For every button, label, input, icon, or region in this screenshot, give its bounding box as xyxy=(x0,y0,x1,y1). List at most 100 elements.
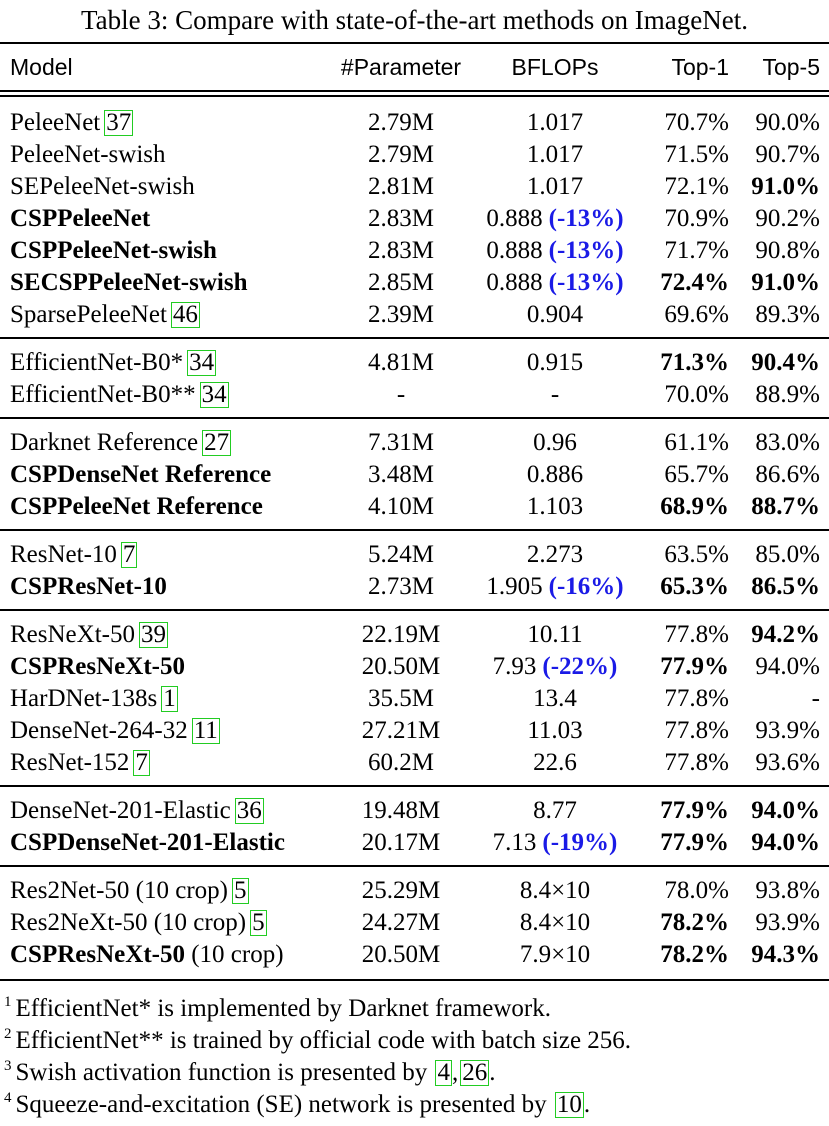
model-cell: SECSPPeleeNet-swish xyxy=(10,267,247,299)
top5-cell: 90.0% xyxy=(755,109,820,136)
params-cell: 5.24M xyxy=(368,541,434,568)
model-cell: CSPDenseNet-201-Elastic xyxy=(10,827,285,859)
footnote-text: Squeeze-and-excitation (SE) network is p… xyxy=(15,1091,547,1118)
params-cell: 2.83M xyxy=(368,205,434,232)
top1-cell: 71.5% xyxy=(664,141,729,168)
params-cell: 2.79M xyxy=(368,141,434,168)
flops-delta: (-13%) xyxy=(548,237,624,264)
table-row: PeleeNet-swish 2.79M 1.017 71.5% 90.7% xyxy=(0,139,829,171)
flops-cell: 7.9×10 xyxy=(470,939,640,971)
model-name: DenseNet-201-Elastic xyxy=(10,797,231,824)
top-rule xyxy=(0,42,829,44)
flops-delta: (-19%) xyxy=(542,829,618,856)
flops-value: 0.888 xyxy=(486,205,543,232)
top1-cell: 71.7% xyxy=(664,237,729,264)
params-cell: 2.79M xyxy=(368,109,434,136)
flops-value: 1.905 xyxy=(486,573,543,600)
model-cell: CSPResNeXt-50 xyxy=(10,651,185,683)
flops-value: 8.4×10 xyxy=(519,877,591,904)
model-cell: CSPPeleeNet-swish xyxy=(10,235,217,267)
citation-ref: 5 xyxy=(232,877,249,904)
top5-cell: 90.2% xyxy=(755,205,820,232)
flops-delta: (-13%) xyxy=(548,205,624,232)
header-top1: Top-1 xyxy=(671,54,729,80)
top5-cell: 90.4% xyxy=(751,349,820,376)
top5-cell: 90.7% xyxy=(755,141,820,168)
params-cell: 7.31M xyxy=(368,429,434,456)
top1-cell: 70.0% xyxy=(664,381,729,408)
params-cell: 20.50M xyxy=(361,941,441,968)
flops-cell: 22.6 xyxy=(470,747,640,779)
table-row: CSPResNeXt-50 20.50M 7.93 (-22%) 77.9% 94.0% xyxy=(0,651,829,683)
top5-cell: 93.8% xyxy=(755,877,820,904)
model-name: Darknet Reference xyxy=(10,429,199,456)
params-cell: 4.10M xyxy=(368,493,434,520)
params-cell: 20.50M xyxy=(361,653,441,680)
model-name: PeleeNet xyxy=(10,109,101,136)
flops-cell: 8.77 xyxy=(470,795,640,827)
top5-cell: 93.9% xyxy=(755,717,820,744)
flops-cell: 7.13 (-19%) xyxy=(470,827,640,859)
header-rule-2 xyxy=(0,95,829,97)
header-row: Model #Parameter BFLOPs Top-1 Top-5 xyxy=(0,51,829,83)
citation-ref: 11 xyxy=(191,717,220,744)
group-rule xyxy=(0,337,829,339)
table-row: Darknet Reference 27 7.31M 0.96 61.1% 83.0% xyxy=(0,427,829,459)
flops-cell: - xyxy=(470,379,640,411)
top1-cell: 77.8% xyxy=(664,749,729,776)
table-row: HarDNet-138s 1 35.5M 13.4 77.8% - xyxy=(0,683,829,715)
model-name: CSPResNeXt-50 xyxy=(10,941,185,968)
model-cell: PeleeNet-swish xyxy=(10,139,166,171)
flops-cell: 2.273 xyxy=(470,539,640,571)
table-row: ResNet-10 7 5.24M 2.273 63.5% 85.0% xyxy=(0,539,829,571)
model-name: ResNet-152 xyxy=(10,749,130,776)
top5-cell: 94.0% xyxy=(751,829,820,856)
params-cell: 35.5M xyxy=(368,685,434,712)
model-cell: ResNet-152 7 xyxy=(10,747,150,779)
citation-ref: 10 xyxy=(554,1091,584,1118)
citation-ref: 36 xyxy=(234,797,264,824)
flops-cell: 1.017 xyxy=(470,171,640,203)
citation-ref: 34 xyxy=(199,381,229,408)
citation-ref: 27 xyxy=(202,429,232,456)
flops-value: 1.103 xyxy=(526,493,584,520)
table-row: CSPPeleeNet-swish 2.83M 0.888 (-13%) 71.7% 90… xyxy=(0,235,829,267)
flops-delta: (-22%) xyxy=(542,653,618,680)
model-suffix: (10 crop) xyxy=(184,941,284,968)
top1-cell: 68.9% xyxy=(660,493,729,520)
params-cell: 25.29M xyxy=(361,877,441,904)
table-caption: Table 3: Compare with state-of-the-art m… xyxy=(81,5,748,35)
citation-ref: 7 xyxy=(133,749,150,776)
top1-cell: 77.8% xyxy=(664,685,729,712)
citation-ref: 26 xyxy=(460,1059,490,1086)
flops-cell: 0.888 (-13%) xyxy=(470,203,640,235)
flops-cell: 8.4×10 xyxy=(470,907,640,939)
footnote-text: EfficientNet** is trained by official co… xyxy=(15,1027,632,1054)
top1-cell: 77.9% xyxy=(660,797,729,824)
top1-cell: 69.6% xyxy=(664,301,729,328)
footnote: 3 Swish activation function is presented … xyxy=(4,1051,495,1086)
citation-ref: 37 xyxy=(104,109,134,136)
top5-cell: - xyxy=(811,685,820,712)
table-row: CSPPeleeNet Reference 4.10M 1.103 68.9% 88.7… xyxy=(0,491,829,523)
footnote-mark: 2 xyxy=(4,1026,12,1042)
model-name: CSPResNeXt-50 xyxy=(10,653,185,680)
table-row: CSPDenseNet Reference 3.48M 0.886 65.7% 86.6… xyxy=(0,459,829,491)
flops-value: 1.017 xyxy=(526,109,584,136)
model-cell: CSPPeleeNet Reference xyxy=(10,491,263,523)
top5-cell: 93.9% xyxy=(755,909,820,936)
footnote-tail: . xyxy=(583,1091,591,1118)
top5-cell: 93.6% xyxy=(755,749,820,776)
top1-cell: 77.9% xyxy=(660,653,729,680)
top1-cell: 70.7% xyxy=(664,109,729,136)
params-cell: 20.17M xyxy=(361,829,441,856)
model-cell: CSPPeleeNet xyxy=(10,203,150,235)
top1-cell: 65.3% xyxy=(660,573,729,600)
flops-value: 8.77 xyxy=(533,797,577,824)
model-name: CSPPeleeNet xyxy=(10,205,151,232)
params-cell: 60.2M xyxy=(368,749,434,776)
flops-delta: (-13%) xyxy=(548,269,624,296)
table-row: EfficientNet-B0** 34 - - 70.0% 88.9% xyxy=(0,379,829,411)
footnote: 4 Squeeze-and-excitation (SE) network is … xyxy=(4,1083,590,1118)
model-name: ResNeXt-50 xyxy=(10,621,135,648)
